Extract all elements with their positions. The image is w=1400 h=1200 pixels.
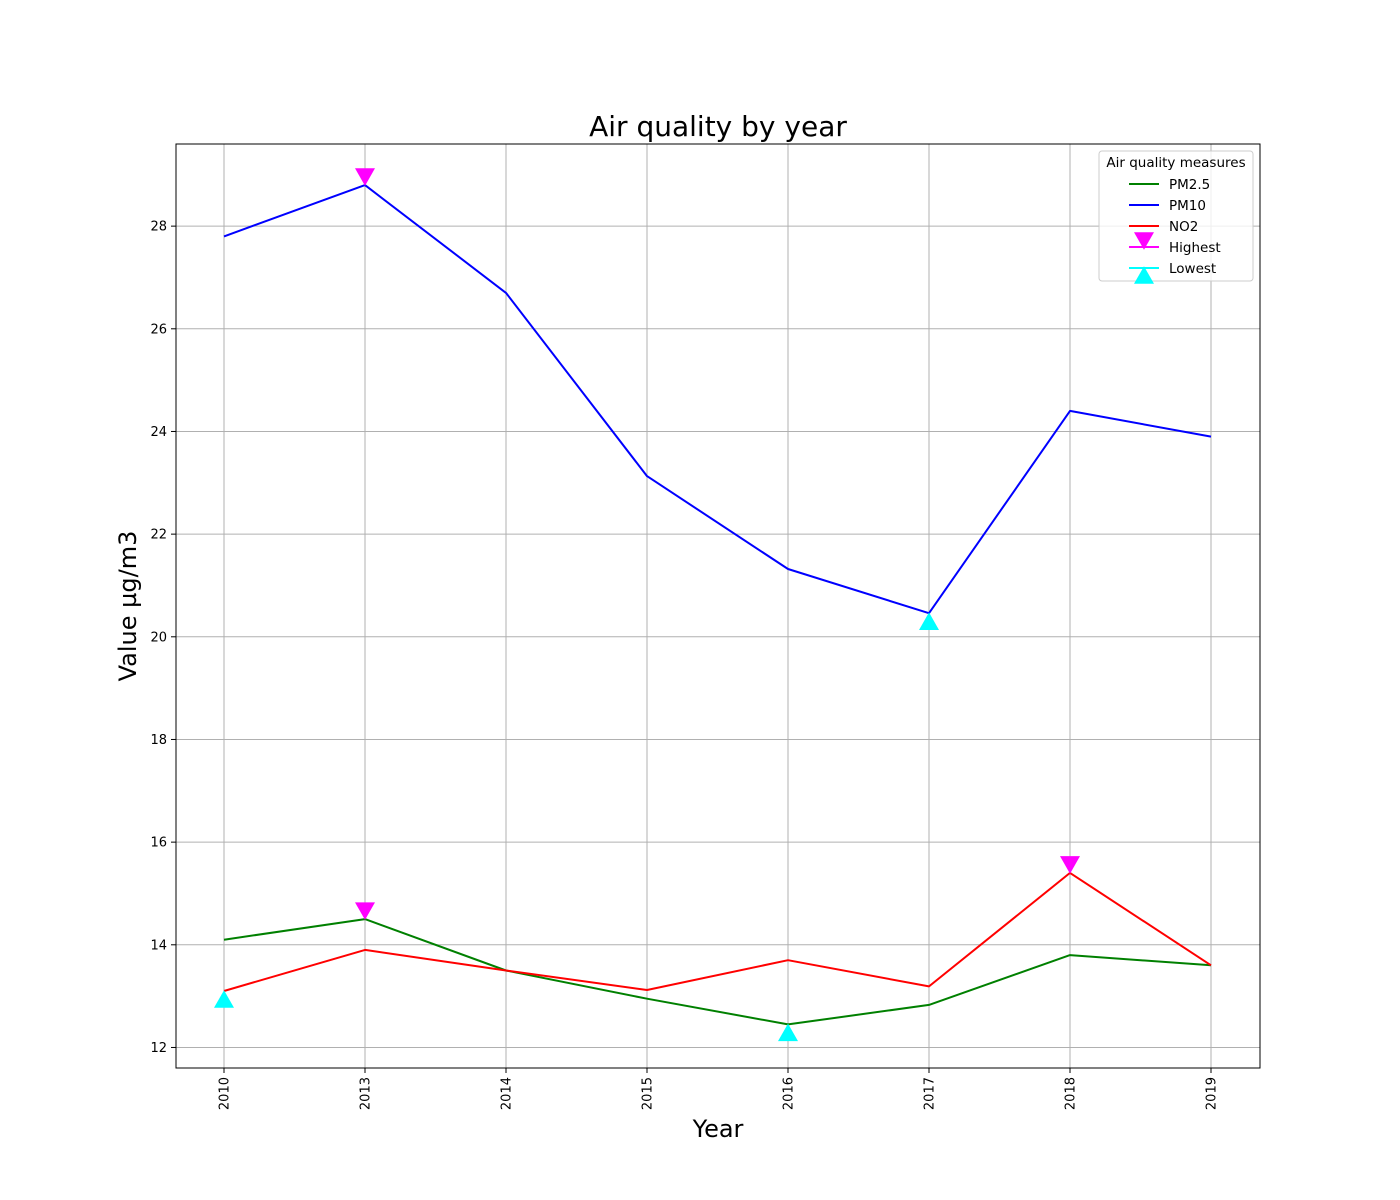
series-lines (223, 184, 1212, 1026)
lowest-marker (919, 612, 939, 630)
highest-marker (355, 902, 375, 920)
legend-item-label: PM2.5 (1169, 177, 1210, 193)
x-tick-label: 2019 (1205, 1077, 1220, 1110)
y-tick-label: 18 (150, 733, 167, 748)
chart-title: Air quality by year (589, 110, 847, 143)
lowest-marker (214, 990, 234, 1008)
legend-marker-swatch (1134, 266, 1154, 284)
x-axis-ticks: 2010 2013 2014 2015 2016 2017 2018 2019 (218, 1068, 1220, 1110)
legend-item-label: Lowest (1169, 261, 1216, 277)
x-tick-label: 2013 (359, 1077, 374, 1110)
series-line-pm10 (223, 184, 1212, 615)
y-tick-label: 14 (150, 938, 167, 953)
x-tick-label: 2014 (500, 1077, 515, 1110)
legend-item-label: NO2 (1169, 219, 1198, 235)
y-tick-label: 12 (150, 1041, 167, 1056)
legend-item-label: PM10 (1169, 198, 1206, 214)
legend-marker-swatch (1134, 232, 1154, 250)
x-tick-label: 2017 (923, 1077, 938, 1110)
x-tick-label: 2016 (782, 1077, 797, 1110)
highest-marker (355, 168, 375, 186)
y-tick-label: 22 (150, 528, 167, 543)
plot-frame (175, 143, 1261, 1069)
y-axis-ticks: 12 14 16 18 20 22 24 26 28 (150, 220, 176, 1056)
x-axis-title: Year (692, 1115, 744, 1143)
x-tick-label: 2018 (1064, 1077, 1079, 1110)
grid-lines (176, 144, 1260, 1068)
legend: Air quality measures PM2.5 PM10 NO2 Highest… (1098, 150, 1254, 284)
marker-points (214, 168, 1080, 1042)
series-line-no2 (223, 871, 1212, 992)
highest-marker (1060, 856, 1080, 874)
legend-item-label: Highest (1169, 240, 1221, 256)
y-tick-label: 24 (150, 425, 167, 440)
x-tick-label: 2010 (218, 1077, 233, 1110)
lowest-marker (778, 1023, 798, 1042)
y-tick-label: 16 (150, 836, 167, 851)
y-tick-label: 26 (150, 322, 167, 337)
y-tick-label: 28 (150, 220, 167, 235)
legend-title: Air quality measures (1106, 155, 1245, 171)
series-line-pm25 (223, 918, 1212, 1026)
x-tick-label: 2015 (641, 1077, 656, 1110)
y-axis-title: Value µg/m3 (114, 531, 142, 682)
y-tick-label: 20 (150, 630, 167, 645)
